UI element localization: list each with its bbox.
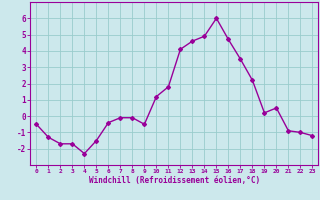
X-axis label: Windchill (Refroidissement éolien,°C): Windchill (Refroidissement éolien,°C) [89,176,260,185]
